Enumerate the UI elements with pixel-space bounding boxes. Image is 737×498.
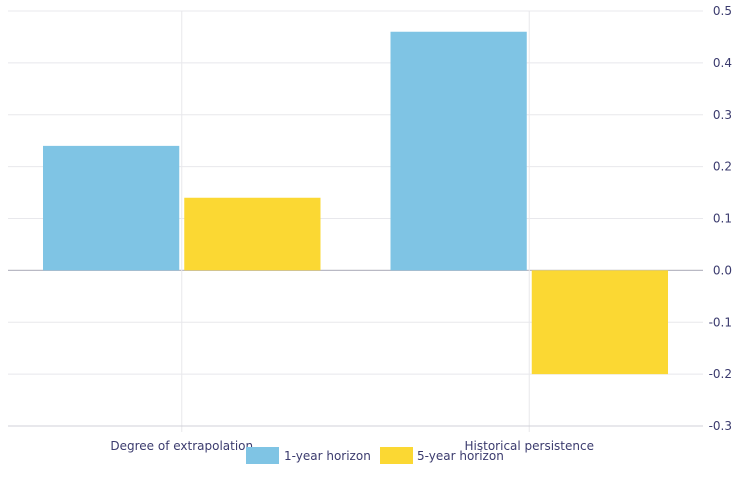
x-category-label: Historical persistence (465, 439, 594, 453)
y-tick-label: 0.2 (713, 160, 732, 174)
legend-swatch (246, 447, 279, 464)
y-tick-label: -0.2 (709, 367, 732, 381)
bars (43, 31, 668, 375)
legend-label: 5-year horizon (417, 449, 504, 463)
y-tick-label: 0.5 (713, 4, 732, 18)
bar-five-year (184, 197, 321, 271)
x-category-label: Degree of extrapolation (110, 439, 253, 453)
bar-one-year (43, 145, 180, 271)
legend-swatch (380, 447, 413, 464)
axes: 0.5 0.4 0.3 0.2 0.1 0.0 -0.1 -0.2 -0.3 Degree of … (8, 4, 732, 453)
y-tick-label: -0.1 (709, 315, 732, 329)
y-tick-label: 0.3 (713, 108, 732, 122)
y-tick-label: 0.4 (713, 56, 732, 70)
legend-label: 1-year horizon (284, 449, 371, 463)
legend-item: 1-year horizon (246, 447, 371, 464)
y-tick-label: 0.0 (713, 263, 732, 277)
bar-one-year (390, 31, 527, 271)
bar-five-year (531, 270, 668, 375)
y-tick-label: 0.1 (713, 212, 732, 226)
y-tick-label: -0.3 (709, 419, 732, 433)
legend-item: 5-year horizon (380, 447, 504, 464)
legend: 1-year horizon 5-year horizon (246, 447, 504, 464)
